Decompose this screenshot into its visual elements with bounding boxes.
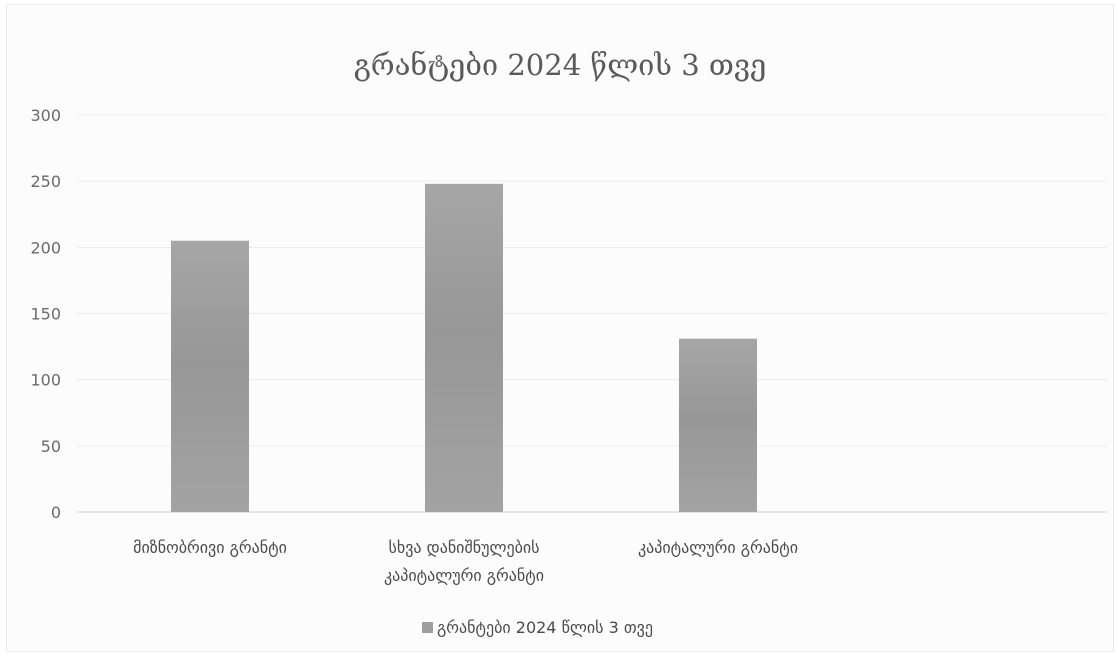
bars (171, 183, 757, 512)
x-category-label: კაპიტალური გრანტი (638, 538, 798, 557)
x-category-label: სხვა დანიშნულების (388, 538, 539, 557)
x-category-label: კაპიტალური გრანტი (384, 566, 544, 585)
y-tick-label: 300 (30, 106, 61, 125)
y-tick-label: 0 (51, 503, 61, 522)
chart-title: გრანტები 2024 წლის 3 თვე (354, 48, 767, 82)
x-axis-categories: მიზნობრივი გრანტი სხვა დანიშნულების კაპიტა… (133, 538, 798, 585)
legend-swatch (422, 622, 433, 633)
legend-label: გრანტები 2024 წლის 3 თვე (437, 618, 653, 637)
y-tick-label: 200 (30, 238, 61, 257)
y-axis-ticks: 0 50 100 150 200 250 300 (30, 106, 61, 522)
chart-frame: გრანტები 2024 წლის 3 თვე 0 50 100 150 200 250… (6, 4, 1114, 652)
bar (679, 338, 757, 512)
legend: გრანტები 2024 წლის 3 თვე (422, 618, 653, 637)
x-category-label: მიზნობრივი გრანტი (133, 538, 287, 557)
bar-chart: გრანტები 2024 წლის 3 თვე 0 50 100 150 200 250… (30, 48, 1107, 637)
y-tick-label: 150 (30, 305, 61, 324)
bar (171, 240, 249, 512)
bar (425, 183, 503, 512)
y-tick-label: 100 (30, 371, 61, 390)
y-tick-label: 250 (30, 172, 61, 191)
y-tick-label: 50 (41, 437, 61, 456)
